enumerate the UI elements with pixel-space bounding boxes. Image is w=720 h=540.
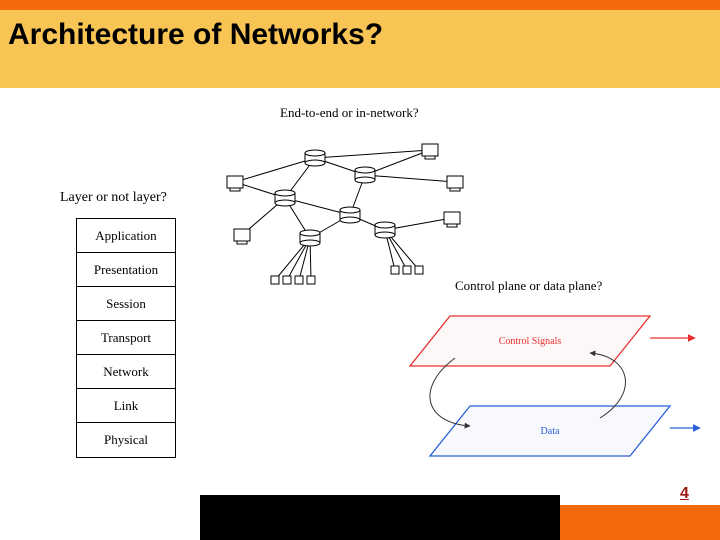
page-number: 4 [680,485,689,503]
layer-box: Application [77,219,175,253]
slide-title: Architecture of Networks? [8,18,383,52]
network-caption: End-to-end or in-network? [280,105,419,121]
layer-box: Physical [77,423,175,457]
footer-orange-box [560,505,720,540]
layer-box: Link [77,389,175,423]
network-diagram [200,120,480,315]
top-orange-bar [0,0,720,10]
layer-box: Presentation [77,253,175,287]
layer-box: Session [77,287,175,321]
footer-black-box [200,495,560,540]
layer-stack: ApplicationPresentationSessionTransportN… [76,218,176,458]
layer-box: Transport [77,321,175,355]
plane-caption: Control plane or data plane? [455,278,602,294]
svg-text:Control Signals: Control Signals [499,336,562,347]
layer-box: Network [77,355,175,389]
layer-caption: Layer or not layer? [60,190,167,206]
svg-text:Data: Data [541,426,560,437]
planes-diagram: Control Signals Data [395,298,705,473]
